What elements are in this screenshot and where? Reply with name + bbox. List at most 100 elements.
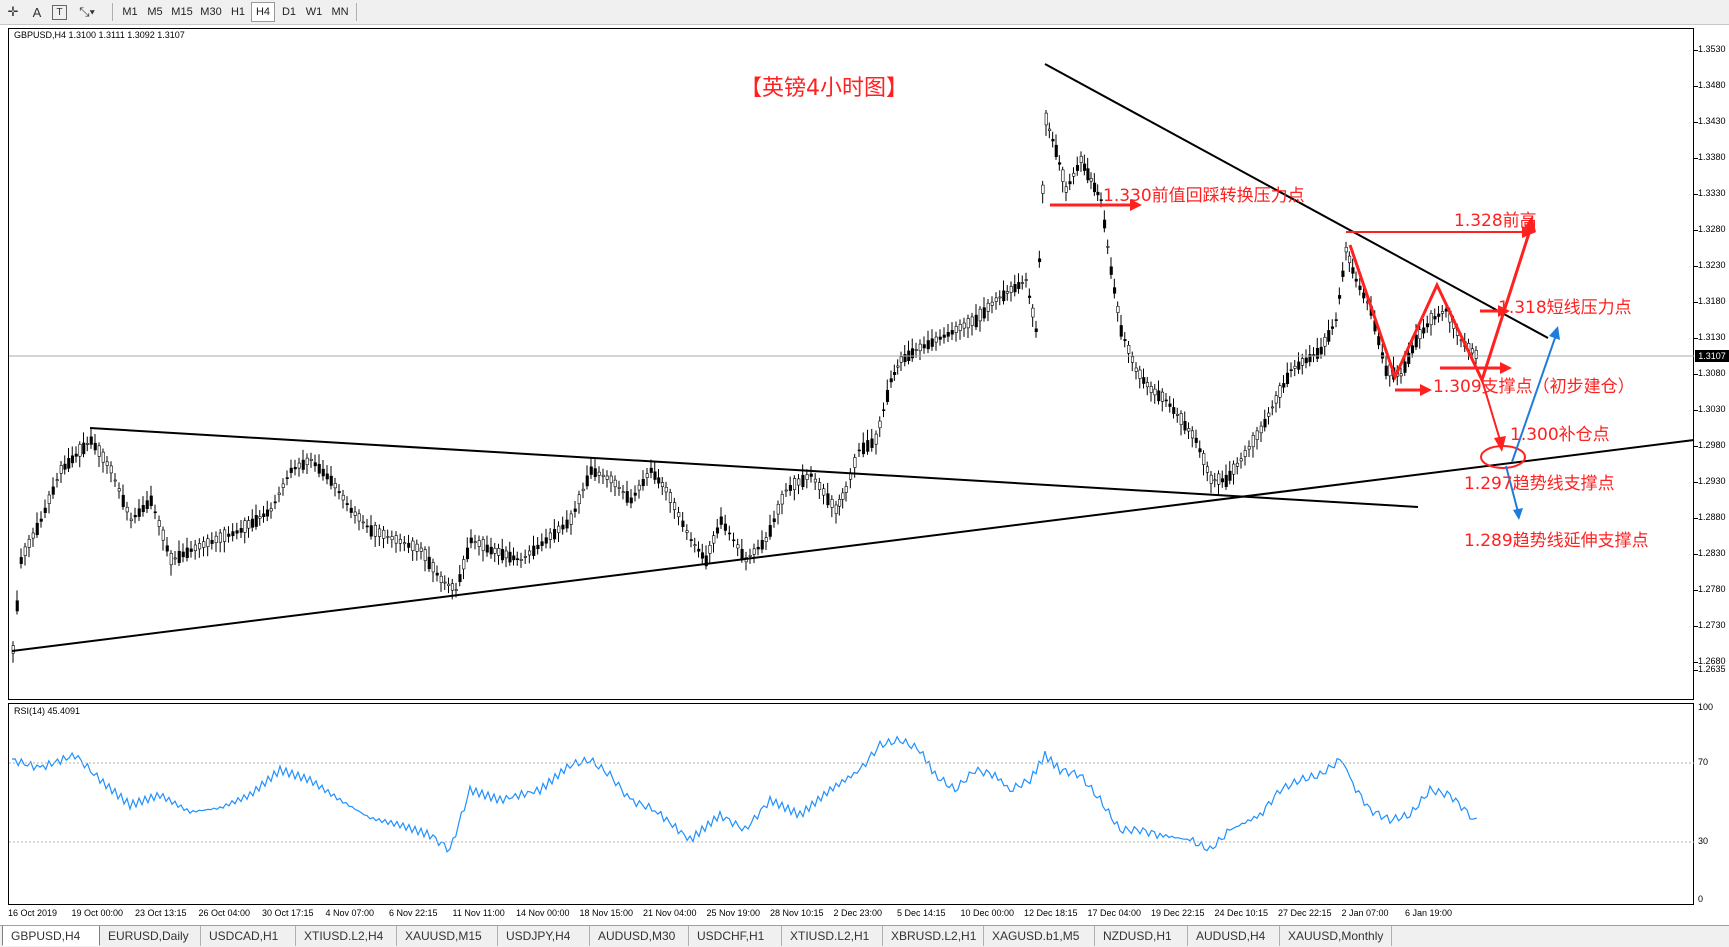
candle-body	[536, 544, 540, 550]
candle-body	[946, 332, 950, 337]
candle-body	[1327, 330, 1331, 342]
timeframe-h4[interactable]: H4	[251, 2, 275, 22]
tab-xauusd-m15[interactable]: XAUUSD,M15	[397, 926, 498, 946]
blue-down-arrow[interactable]	[1505, 465, 1519, 513]
rsi-chart-area[interactable]	[8, 703, 1694, 905]
timeframe-d1[interactable]: D1	[281, 6, 297, 18]
price-scale[interactable]: 1.3530 1.3480 1.3430 1.3380 1.3330 1.3280 1.32…	[1694, 28, 1729, 700]
candle-body	[1068, 181, 1072, 185]
candle-body	[227, 533, 231, 537]
candle-body	[954, 326, 958, 333]
candle-body	[169, 553, 173, 566]
candle-body	[1414, 334, 1418, 348]
arrowhead-1330	[1130, 199, 1142, 211]
timeframe-mn[interactable]: MN	[331, 6, 349, 18]
tab-nzdusd-h1[interactable]: NZDUSD,H1	[1095, 926, 1188, 946]
candle-body	[419, 547, 423, 552]
timeframe-m30[interactable]: M30	[200, 6, 222, 18]
date-axis: 16 Oct 2019 19 Oct 00:00 23 Oct 13:15 26 Oc…	[8, 905, 1694, 921]
tab-usdcad-h1[interactable]: USDCAD,H1	[201, 926, 296, 946]
text-label-icon[interactable]: T	[52, 5, 67, 20]
candle-body	[1293, 365, 1297, 369]
tab-gbpusd-h4[interactable]: GBPUSD,H4	[2, 926, 100, 946]
arrows-icon[interactable]: ⤡▾	[79, 4, 95, 19]
tab-usdchf-h1[interactable]: USDCHF,H1	[689, 926, 782, 946]
candle-body	[841, 492, 845, 500]
candle-body	[797, 478, 801, 486]
tab-usdjpy-h4[interactable]: USDJPY,H4	[498, 926, 590, 946]
tab-xbrusd-l2-h1[interactable]: XBRUSD.L2,H1	[883, 926, 984, 946]
candle-body	[633, 492, 637, 496]
date-label: 19 Dec 22:15	[1151, 908, 1205, 918]
rsi-level-label: 70	[1698, 757, 1709, 767]
candle-body	[1319, 346, 1323, 355]
timeframe-h1[interactable]: H1	[230, 6, 246, 18]
tab-audusd-m30[interactable]: AUDUSD,M30	[590, 926, 689, 946]
candle-body	[1157, 390, 1161, 402]
timeframe-w1[interactable]: W1	[305, 6, 323, 18]
circle-1297[interactable]	[1480, 445, 1526, 469]
candle-body	[1255, 430, 1259, 440]
candle-body	[67, 458, 71, 469]
tab-xtiusd-l2-h1[interactable]: XTIUSD.L2,H1	[782, 926, 883, 946]
blue-up-arrow[interactable]	[1511, 334, 1557, 463]
candle-body	[740, 548, 744, 560]
candle-body	[1138, 369, 1142, 379]
candle-body	[962, 322, 966, 329]
label-1318: 1.318短线压力点	[1498, 298, 1632, 318]
tab-eurusd-daily[interactable]: EURUSD,Daily	[100, 926, 201, 946]
date-label: 11 Nov 11:00	[452, 908, 505, 918]
text-icon[interactable]: A	[32, 4, 42, 20]
descending-resistance-trendline[interactable]	[1044, 63, 1549, 339]
candle-body	[1119, 325, 1123, 337]
tab-xauusd-monthly[interactable]: XAUUSD,Monthly	[1280, 926, 1392, 946]
candle-body	[685, 530, 689, 533]
candle-body	[1285, 372, 1290, 385]
candle-body	[31, 532, 35, 539]
crosshair-icon[interactable]: ✛	[7, 4, 19, 19]
candle-body	[427, 556, 431, 570]
candle-body	[458, 574, 462, 583]
candle-body	[1433, 316, 1437, 320]
arrowhead-1318	[1498, 305, 1510, 317]
candle-body	[1351, 267, 1355, 274]
candle-body	[329, 475, 333, 486]
ascending-support-trendline[interactable]	[11, 439, 1695, 652]
tab-xagusd-b1-m5[interactable]: XAGUSD.b1,M5	[984, 926, 1095, 946]
triangle-upper-trendline[interactable]	[89, 427, 1419, 508]
candle-body	[485, 544, 489, 553]
candle-body	[1075, 165, 1080, 171]
tab-xtiusd-l2-h4[interactable]: XTIUSD.L2,H4	[296, 926, 397, 946]
projected-path-red[interactable]	[1348, 229, 1532, 385]
candle-body	[715, 527, 720, 534]
candle-body	[59, 465, 63, 474]
price-chart-area[interactable]	[8, 28, 1694, 700]
candle-body	[677, 512, 681, 518]
candle-body	[1123, 339, 1127, 342]
candle-body	[105, 461, 109, 466]
price-label: 1.3480	[1698, 80, 1726, 90]
price-label: 1.3380	[1698, 152, 1726, 162]
candle-body	[978, 308, 982, 322]
candle-body	[577, 494, 581, 505]
candle-body	[637, 484, 641, 491]
candle-body	[889, 378, 893, 383]
candle-body	[1034, 328, 1038, 333]
rsi-level-label: 0	[1698, 894, 1704, 904]
candle-body	[601, 474, 605, 477]
rsi-level-label: 30	[1698, 836, 1709, 846]
candle-body	[1109, 266, 1113, 275]
candle-body	[732, 539, 736, 542]
drop-to-1300-path[interactable]	[1481, 379, 1501, 441]
timeframe-m15[interactable]: M15	[171, 6, 193, 18]
tab-audusd-h4[interactable]: AUDUSD,H4	[1188, 926, 1280, 946]
candle-body	[1190, 430, 1195, 439]
timeframe-m1[interactable]: M1	[122, 6, 138, 18]
candle-body	[645, 473, 649, 478]
candle-body	[165, 545, 169, 552]
candle-body	[1274, 395, 1278, 404]
candle-body	[19, 557, 23, 564]
timeframe-m5[interactable]: M5	[147, 6, 163, 18]
rsi-scale[interactable]: 100 70 30 0	[1694, 702, 1729, 905]
candle-body	[1083, 163, 1087, 171]
